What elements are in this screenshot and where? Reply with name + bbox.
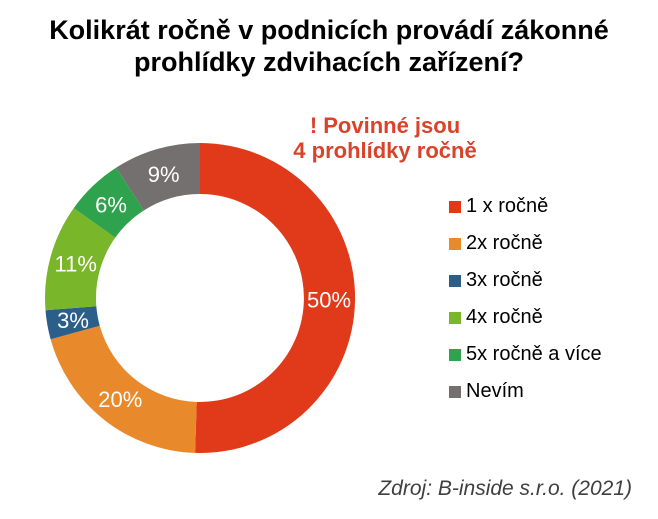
legend-item-5: Nevím [449,381,602,402]
donut-segment-4 [73,167,144,238]
donut-segment-1 [50,325,197,453]
segment-value-label: 50% [307,288,351,313]
legend-item-4: 5x ročně a více [449,344,602,365]
legend-item-3: 4x ročně [449,307,602,328]
segment-value-label: 6% [95,192,127,217]
legend-swatch [449,311,461,324]
legend-item-2: 3x ročně [449,270,602,291]
legend-swatch [449,348,461,361]
legend-label: 1 x ročně [466,195,549,217]
legend-swatch [449,274,461,287]
segment-value-label: 3% [57,308,89,333]
segment-value-label: 11% [54,251,96,276]
legend-label: 5x ročně a více [466,343,602,365]
legend-label: Nevím [466,380,524,402]
legend-item-1: 2x ročně [449,233,602,254]
donut-segment-5 [116,143,200,211]
source-credit: Zdroj: B-inside s.r.o. (2021) [378,477,632,500]
donut-segment-2 [45,306,100,340]
donut-segment-0 [195,142,356,453]
segment-value-label: 20% [98,387,142,412]
mandatory-note: ! Povinné jsou 4 prohlídky ročně [293,113,477,163]
donut-segment-3 [45,208,116,311]
chart-title: Kolikrát ročně v podnicích provádí zákon… [49,15,609,78]
donut-chart: 50% 20% 3% 11% 6% 9% [45,142,356,453]
chart-legend: 1 x ročně 2x ročně 3x ročně 4x ročně 5x ročn… [449,196,602,402]
legend-label: 3x ročně [466,269,543,291]
legend-swatch [449,385,461,398]
legend-label: 4x ročně [466,306,543,328]
legend-swatch [449,237,461,250]
legend-item-0: 1 x ročně [449,196,602,217]
legend-label: 2x ročně [466,232,543,254]
segment-value-label: 9% [148,162,180,187]
legend-swatch [449,200,461,213]
